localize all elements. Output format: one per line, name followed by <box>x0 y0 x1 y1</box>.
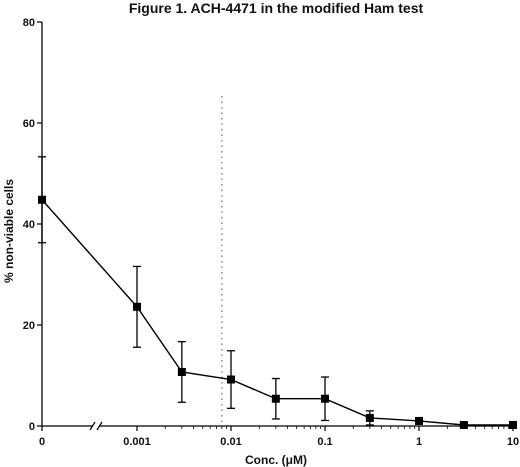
y-tick-label-2: 40 <box>23 219 35 231</box>
data-point-1 <box>133 302 141 311</box>
x-tick-label-1: 0.001 <box>123 436 151 448</box>
data-point-3 <box>227 375 235 384</box>
y-tick-label-3: 60 <box>23 118 35 130</box>
y-tick-label-0: 0 <box>29 421 35 433</box>
x-tick-label-0: 0 <box>39 436 45 448</box>
x-tick-label-3: 0.1 <box>317 436 332 448</box>
tick-labels: 0 20 40 60 80 0 0.001 0.01 0.1 1 10 <box>23 17 519 448</box>
x-axis-break-mark-2 <box>96 421 103 431</box>
x-axis-break-mark-1 <box>89 421 96 431</box>
axes <box>37 21 514 431</box>
data-point-5 <box>321 394 329 403</box>
data-point-0 <box>38 195 46 204</box>
x-tick-label-2: 0.01 <box>220 436 241 448</box>
x-tick-label-5: 10 <box>507 436 519 448</box>
x-axis-label: Conc. (μM) <box>245 453 307 467</box>
data-point-4 <box>271 394 280 403</box>
data-point-8 <box>459 420 468 429</box>
data-point-6 <box>365 413 374 422</box>
data-point-9 <box>509 420 517 429</box>
y-axis-label: % non-viable cells <box>2 179 16 283</box>
y-tick-label-4: 80 <box>23 17 35 29</box>
data-point-2 <box>177 367 186 376</box>
x-tick-label-4: 1 <box>416 436 422 448</box>
chart-title: Figure 1. ACH-4471 in the modified Ham t… <box>129 0 424 16</box>
data-point-7 <box>415 416 423 425</box>
series-group <box>38 156 517 429</box>
series-line-0 <box>41 199 513 426</box>
y-tick-label-1: 20 <box>23 320 35 332</box>
